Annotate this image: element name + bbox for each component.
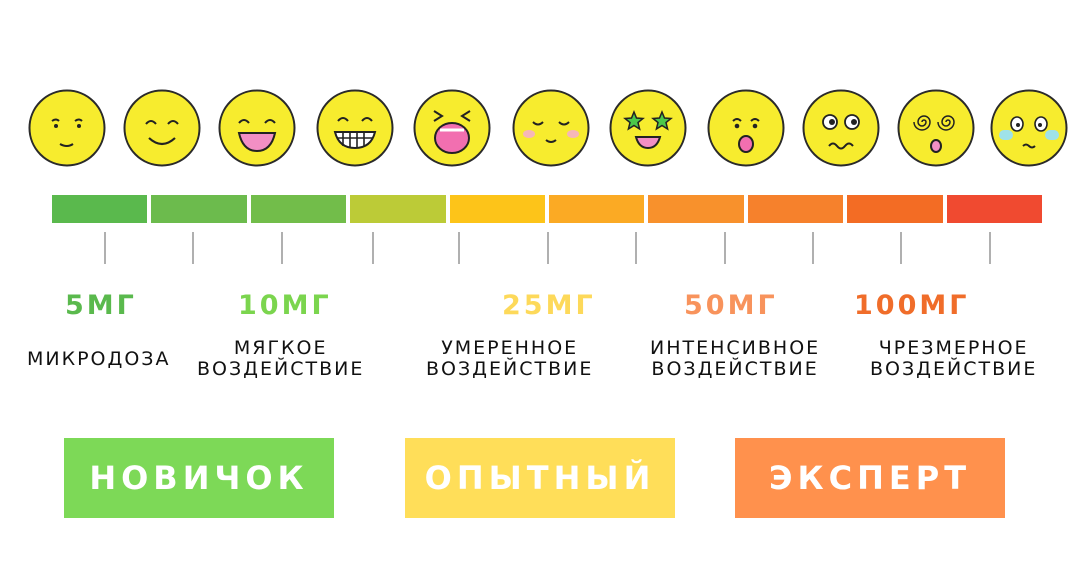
scale-ticks: [0, 232, 1080, 264]
effect-mild: МЯГКОЕ ВОЗДЕЙСТВИЕ: [197, 338, 364, 380]
star-eyes-face-icon: [608, 88, 688, 168]
dose-label-10mg: 10МГ: [238, 290, 332, 321]
scale-segment: [449, 195, 545, 223]
worried-rolling-eyes-face-icon: [801, 88, 881, 168]
effect-intense: ИНТЕНСИВНОЕ ВОЗДЕЙСТВИЕ: [650, 338, 820, 380]
scale-segment: [151, 195, 247, 223]
scale-tick: [372, 232, 374, 264]
scale-segment: [549, 195, 645, 223]
dose-label-50mg: 50МГ: [684, 290, 778, 321]
scale-tick: [281, 232, 283, 264]
dose-color-scale: [52, 195, 1042, 223]
effect-microdose: МИКРОДОЗА: [27, 349, 171, 370]
scale-segment: [350, 195, 446, 223]
scale-tick: [104, 232, 106, 264]
effect-line: МИКРОДОЗА: [27, 348, 171, 370]
level-label: ЭКСПЕРТ: [768, 459, 972, 497]
effect-line: ВОЗДЕЙСТВИЕ: [651, 358, 819, 380]
effect-line: УМЕРЕННОЕ: [441, 337, 579, 359]
effect-excessive: ЧРЕЗМЕРНОЕ ВОЗДЕЙСТВИЕ: [870, 338, 1037, 380]
effect-moderate: УМЕРЕННОЕ ВОЗДЕЙСТВИЕ: [426, 338, 593, 380]
scale-segment: [847, 195, 943, 223]
scale-tick: [989, 232, 991, 264]
effect-line: ВОЗДЕЙСТВИЕ: [426, 358, 594, 380]
scale-tick: [724, 232, 726, 264]
dose-label-5mg: 5МГ: [65, 290, 137, 321]
teeth-grin-face-icon: [315, 88, 395, 168]
surprised-face-icon: [706, 88, 786, 168]
effect-line: ВОЗДЕЙСТВИЕ: [197, 358, 365, 380]
laughing-face-icon: [412, 88, 492, 168]
scale-segment: [747, 195, 844, 223]
effect-line: ВОЗДЕЙСТВИЕ: [870, 358, 1038, 380]
scale-segment: [946, 195, 1042, 223]
level-experienced-box: ОПЫТНЫЙ: [405, 438, 675, 518]
level-expert-box: ЭКСПЕРТ: [735, 438, 1005, 518]
effect-line: ИНТЕНСИВНОЕ: [650, 337, 821, 359]
smile-face-icon: [122, 88, 202, 168]
level-label: ОПЫТНЫЙ: [424, 459, 656, 497]
scale-tick: [458, 232, 460, 264]
scale-tick: [192, 232, 194, 264]
scale-tick: [547, 232, 549, 264]
scale-tick: [900, 232, 902, 264]
scale-tick: [812, 232, 814, 264]
grin-face-icon: [217, 88, 297, 168]
dizzy-spiral-eyes-face-icon: [896, 88, 976, 168]
dose-label-25mg: 25МГ: [502, 290, 596, 321]
sick-face-icon: [989, 88, 1069, 168]
level-beginner-box: НОВИЧОК: [64, 438, 334, 518]
scale-segment: [648, 195, 744, 223]
scale-segment: [52, 195, 148, 223]
dose-label-100mg: 100МГ: [854, 290, 970, 321]
level-label: НОВИЧОК: [89, 459, 309, 497]
neutral-smile-face-icon: [27, 88, 107, 168]
effect-line: ЧРЕЗМЕРНОЕ: [878, 337, 1029, 359]
scale-segment: [250, 195, 347, 223]
blissful-face-icon: [511, 88, 591, 168]
faces-row: [0, 0, 1080, 180]
effect-line: МЯГКОЕ: [233, 337, 328, 359]
scale-tick: [635, 232, 637, 264]
